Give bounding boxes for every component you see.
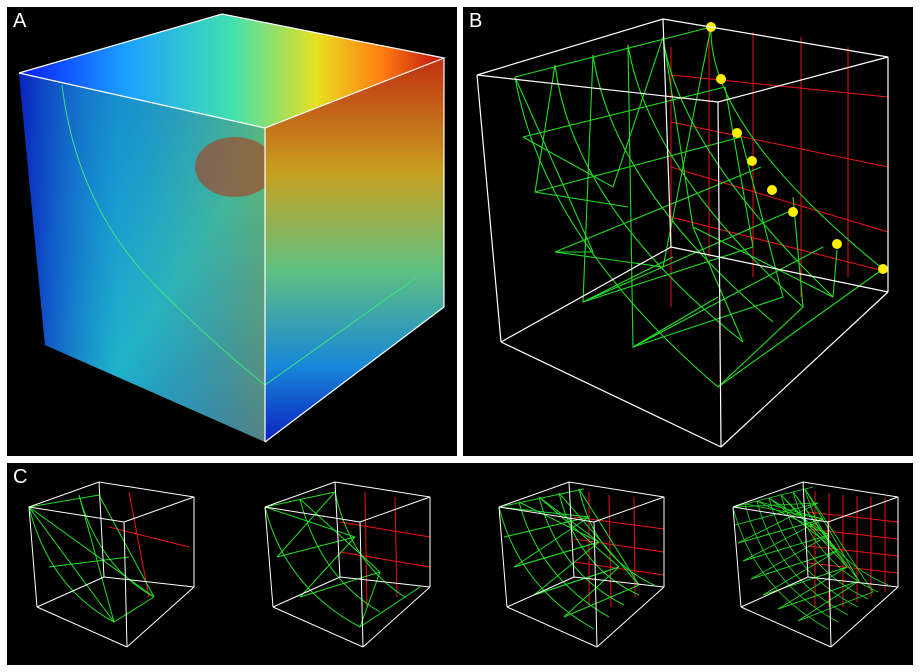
refinement-level-4 bbox=[732, 481, 899, 648]
panel-c-canvas bbox=[28, 481, 899, 648]
cube-edges bbox=[18, 13, 447, 443]
crack-node bbox=[878, 264, 888, 274]
panel-b-canvas bbox=[476, 18, 889, 448]
crack-front-contour bbox=[61, 84, 266, 386]
crack-node bbox=[767, 185, 777, 195]
crack-node bbox=[832, 239, 842, 249]
crack-surface-mesh bbox=[514, 26, 884, 388]
crack-node bbox=[732, 128, 742, 138]
panel-c-label: C bbox=[13, 466, 28, 488]
refinement-level-1 bbox=[28, 481, 195, 648]
cube-hot-region bbox=[195, 137, 275, 197]
refinement-level-3 bbox=[498, 481, 665, 648]
cube-front-right-face bbox=[265, 58, 444, 442]
refinement-level-2 bbox=[264, 481, 431, 648]
back-face-grid bbox=[670, 27, 889, 307]
crack-node bbox=[747, 156, 757, 166]
panel-a: A bbox=[7, 7, 457, 456]
panel-a-label: A bbox=[13, 10, 27, 32]
bounding-box-edges bbox=[476, 18, 889, 448]
crack-node bbox=[716, 74, 726, 84]
panel-a-canvas bbox=[18, 13, 447, 443]
crack-contour-right bbox=[264, 276, 418, 386]
crack-node bbox=[788, 207, 798, 217]
panel-b-label: B bbox=[469, 10, 483, 32]
panel-b: B bbox=[463, 7, 913, 456]
panel-c: C bbox=[7, 463, 913, 665]
